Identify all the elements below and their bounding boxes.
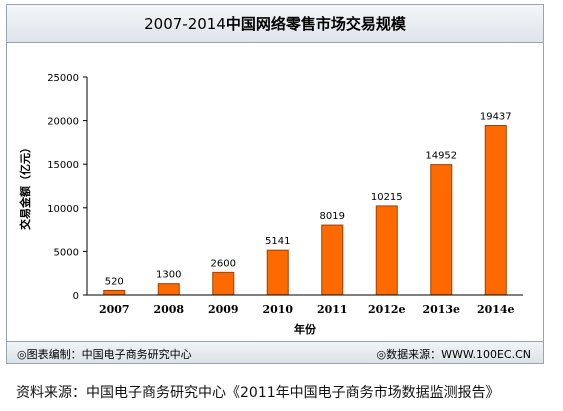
data-label-2007: 520 [105,276,124,287]
bar-2007 [103,289,126,296]
x-tick-label-2009: 2009 [208,303,239,316]
x-axis-label: 年份 [294,322,317,336]
x-tick-label-2010: 2010 [262,303,293,316]
chart-footer: ◎图表编制：中国电子商务研究中心 ◎数据来源：WWW.100EC.CN [7,341,543,363]
x-tick-label-2011: 2011 [317,303,348,316]
bar-2009 [212,271,235,296]
data-label-2012e: 10215 [371,192,403,203]
source-note: 资料来源：中国电子商务研究中心《2011年中国电子商务市场数据监测报告》 [16,385,500,401]
x-tick-label-2008: 2008 [153,303,184,316]
bar-2012e [375,205,398,296]
bar-2011 [321,224,344,296]
y-tick-label: 20000 [47,117,79,128]
data-label-2013e: 14952 [425,151,457,162]
data-label-2014e: 19437 [480,112,512,123]
footer-data-source: ◎数据来源：WWW.100EC.CN [376,348,532,361]
bar-2014e [484,125,507,296]
data-label-2010: 5141 [265,236,290,247]
chart-title-year: 2007-2014 [144,14,226,33]
chart-frame: 2007-2014 中国网络零售市场交易规模 0 5000 10000 15000 200… [6,4,544,364]
y-tick-label: 15000 [47,160,79,171]
bar-chart: 0 5000 10000 15000 20000 25000 520 1300 2600 514… [18,73,523,336]
y-tick-label: 25000 [47,73,79,84]
x-tick-label-2007: 2007 [99,303,130,316]
y-axis-label: 交易金额（亿元） [18,142,32,230]
x-tick-label-2012e: 2012e [368,303,406,316]
y-tick-label: 5000 [54,247,79,258]
data-label-2009: 2600 [211,258,236,269]
x-tick-label-2014e: 2014e [477,303,515,316]
data-label-2011: 8019 [320,211,345,222]
chart-title-main: 中国网络零售市场交易规模 [225,15,406,33]
footer-compiler: ◎图表编制：中国电子商务研究中心 [17,348,192,361]
chart-title: 2007-2014 中国网络零售市场交易规模 [7,5,543,43]
bar-2013e [430,164,453,296]
y-tick-label: 10000 [47,204,79,215]
x-tick-label-2013e: 2013e [422,303,460,316]
data-label-2008: 1300 [156,270,181,281]
y-tick-label: 0 [73,291,79,302]
bar-2010 [266,249,289,296]
bar-2008 [157,283,180,296]
